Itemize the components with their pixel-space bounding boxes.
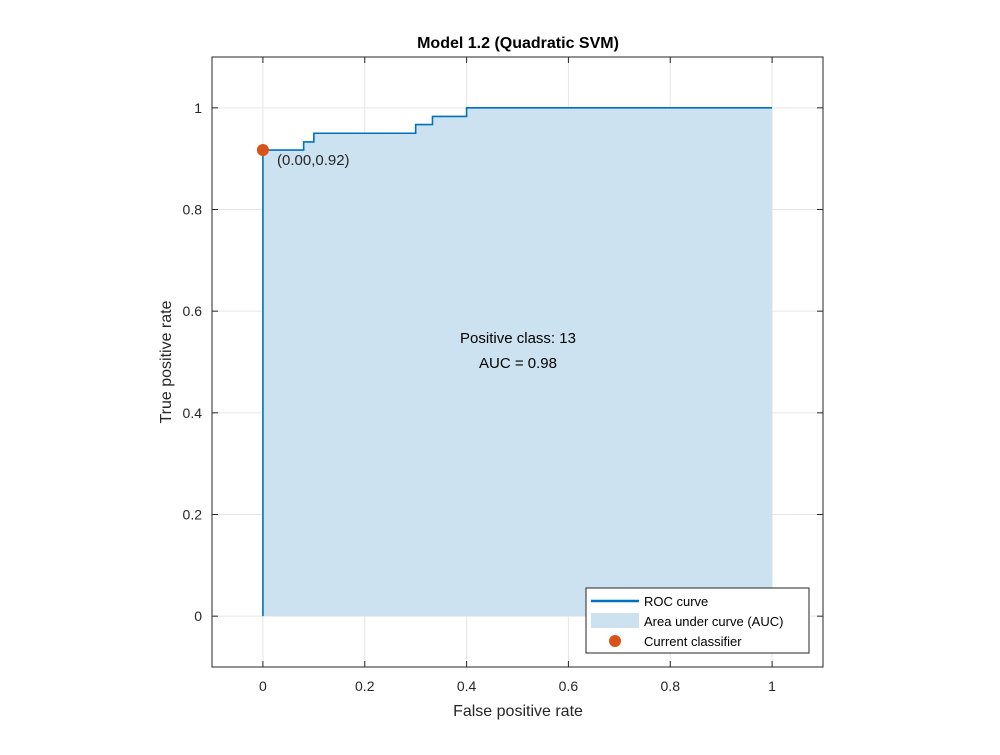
y-tick-label-2: 0.4 (183, 405, 203, 421)
y-tick-label-0: 0 (194, 608, 202, 624)
y-axis-label: True positive rate (158, 300, 175, 423)
chart-title: Model 1.2 (Quadratic SVM) (417, 35, 619, 52)
y-tick-label-4: 0.8 (183, 202, 203, 218)
legend: ROC curve Area under curve (AUC) Current… (585, 587, 810, 654)
roc-curve-line (262, 107, 773, 617)
y-tick-label-3: 0.6 (183, 303, 203, 319)
y-tick-label-1: 0.2 (183, 507, 203, 523)
auc-label: AUC = 0.98 (479, 355, 557, 372)
y-tick-label-5: 1 (194, 100, 202, 116)
legend-auc-label: Area under curve (AUC) (644, 614, 783, 629)
x-tick-label-3: 0.6 (559, 678, 579, 694)
positive-class-label: Positive class: 13 (460, 330, 576, 347)
legend-roc-label: ROC curve (644, 594, 708, 609)
axes (211, 56, 824, 668)
axes-box (211, 56, 824, 668)
x-tick-label-5: 1 (768, 678, 776, 694)
legend-current-label: Current classifier (644, 634, 742, 649)
x-tick-label-2: 0.4 (457, 678, 477, 694)
x-tick-label-1: 0.2 (355, 678, 375, 694)
current-classifier-label: (0.00,0.92) (277, 152, 350, 169)
x-axis-label: False positive rate (453, 703, 583, 720)
legend-current-swatch (609, 635, 621, 647)
auc-area (262, 107, 773, 617)
legend-auc-swatch (591, 613, 639, 628)
auc-area-layer (262, 107, 773, 617)
tick-labels: 0 0.2 0.4 0.6 0.8 1 0 0.2 0.4 0.6 0.8 1 (183, 100, 777, 694)
x-tick-label-0: 0 (259, 678, 267, 694)
current-classifier-layer (256, 144, 269, 157)
roc-curve-layer (262, 107, 773, 617)
current-classifier-point (256, 144, 269, 157)
x-tick-label-4: 0.8 (661, 678, 681, 694)
